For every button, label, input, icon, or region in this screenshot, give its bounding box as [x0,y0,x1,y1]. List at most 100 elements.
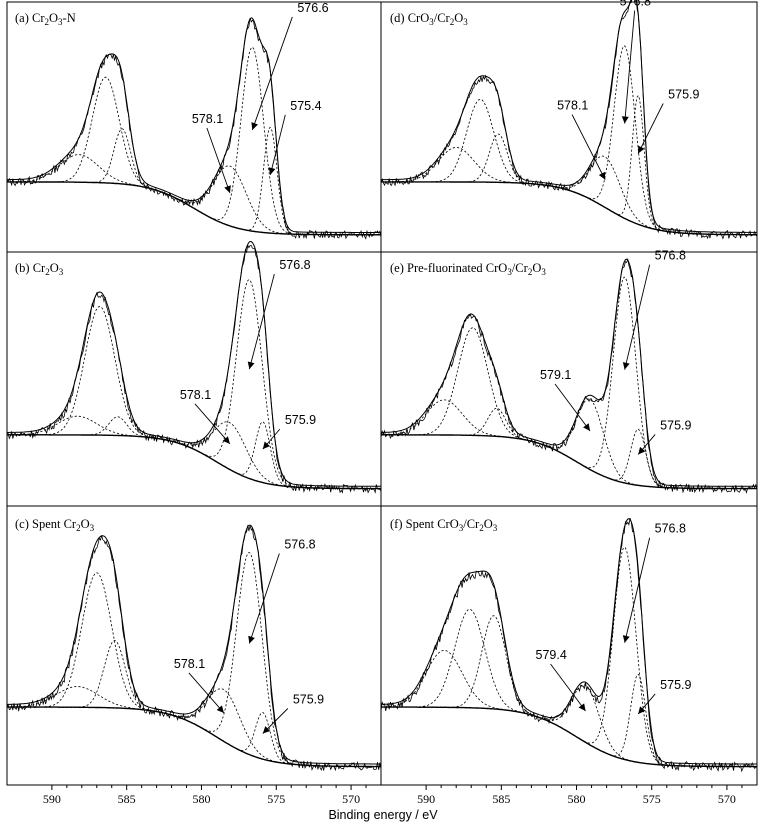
component-peak-4 [381,45,757,236]
panel-label: (e) Pre-fluorinated CrO3/Cr2O3 [390,261,546,277]
arrow-head [622,362,630,370]
component-peak-3 [381,398,757,489]
annotation-arrow [248,274,275,370]
annotation-arrow [624,10,636,124]
figure-frame [6,1,758,786]
annotation-arrow [554,383,591,432]
peak-label: 575.9 [668,87,699,101]
baseline-curve [381,706,757,768]
x-tick-label: 590 [43,792,61,806]
measured-spectrum [6,17,382,240]
arrow-head [222,436,230,444]
x-tick-label: 585 [492,792,510,806]
component-peak-2 [381,615,757,767]
arrow-head [262,441,271,450]
component-peak-3 [7,688,381,767]
arrow-head [583,423,591,431]
measured-spectrum [380,0,758,240]
panel-label: (b) Cr2O3 [15,261,64,277]
peak-label: 578.1 [557,99,588,113]
arrow-head [638,145,645,154]
measured-spectrum [6,525,382,772]
peak-label: 578.1 [192,112,223,126]
annotation-arrow [251,16,293,131]
panel-c: (c) Spent Cr2O3 578.1 576.8 575.9 [6,517,382,772]
component-peak-1 [381,327,757,489]
panel-e: (e) Pre-fluorinated CrO3/Cr2O3 579.1 576.8… [380,249,758,494]
component-peak-0 [380,399,757,489]
annotation-arrow [637,103,664,154]
arrow-head [251,122,258,130]
arrow-head [268,167,276,175]
component-peak-0 [7,686,381,767]
component-peak-4 [7,46,381,236]
annotation-arrow [248,553,280,644]
panel-label: (c) Spent Cr2O3 [15,517,95,533]
component-peak-1 [7,76,381,236]
component-peak-2 [381,407,757,489]
x-tick-label: 575 [267,792,285,806]
peak-label: 576.8 [655,249,686,263]
arrow-head [578,703,586,712]
fit-envelope [7,524,381,765]
x-tick-label: 575 [643,792,661,806]
annotation-arrow [194,403,231,445]
arrow-head [598,171,606,180]
peak-label: 578.1 [180,388,211,402]
annotation-arrow [188,672,225,714]
panel-label: (f) Spent CrO3/Cr2O3 [390,517,498,533]
component-peak-4 [381,546,757,767]
panel-f: (f) Spent CrO3/Cr2O3 579.4 576.8 575.9 [380,517,758,773]
peak-label: 576.8 [655,522,686,536]
arrow-head [248,635,255,644]
component-peak-3 [381,155,757,236]
annotation-arrow [550,663,586,712]
baseline-curve [7,706,381,768]
baseline-curve [7,181,381,236]
x-tick-label: 570 [342,792,360,806]
panel-label: (d) CrO3/Cr2O3 [390,11,468,27]
component-peak-5 [381,94,757,236]
arrow-head [638,706,646,714]
measured-spectrum [380,257,758,494]
measured-spectrum [380,517,758,773]
panel-a: (a) Cr2O3-N 578.1 576.6 575.4 [6,1,382,240]
x-tick-label: 580 [192,792,210,806]
peak-label: 579.1 [540,368,571,382]
x-tick-label: 570 [718,792,736,806]
fit-envelope [380,518,757,765]
x-axis-title: Binding energy / eV [328,808,438,822]
component-peak-5 [7,421,381,489]
peak-label: 578.1 [174,657,205,671]
panel-label: (a) Cr2O3-N [15,11,76,27]
peak-label: 576.8 [279,258,310,272]
arrow-head [621,116,629,124]
annotation-arrow [206,127,231,194]
component-peak-4 [7,279,381,489]
arrow-head [262,726,271,734]
peak-label: 579.4 [536,648,567,662]
panel-d: (d) CrO3/Cr2O3 578.1 576.8 575.9 [380,0,758,240]
peak-label: 576.8 [284,538,315,552]
panel-b: (b) Cr2O3 578.1 576.8 575.9 [6,240,382,494]
component-peak-1 [381,609,757,767]
x-tick-label: 585 [118,792,136,806]
component-peak-0 [380,649,757,767]
annotation-arrow [571,114,606,180]
component-peak-0 [7,154,381,236]
annotation-arrow [624,264,651,370]
component-peak-1 [381,99,757,236]
peak-label: 575.9 [285,413,316,427]
baseline-curve [381,434,757,490]
annotation-arrow [624,537,651,643]
component-peak-0 [381,147,757,236]
peak-label: 575.9 [293,692,324,706]
peak-label: 576.8 [620,0,651,9]
peak-label: 575.9 [660,418,691,432]
component-peak-0 [7,415,381,489]
arrow-head [216,705,224,713]
peak-label: 575.4 [290,99,321,113]
arrow-head [638,446,646,455]
peak-label: 575.9 [660,678,691,692]
